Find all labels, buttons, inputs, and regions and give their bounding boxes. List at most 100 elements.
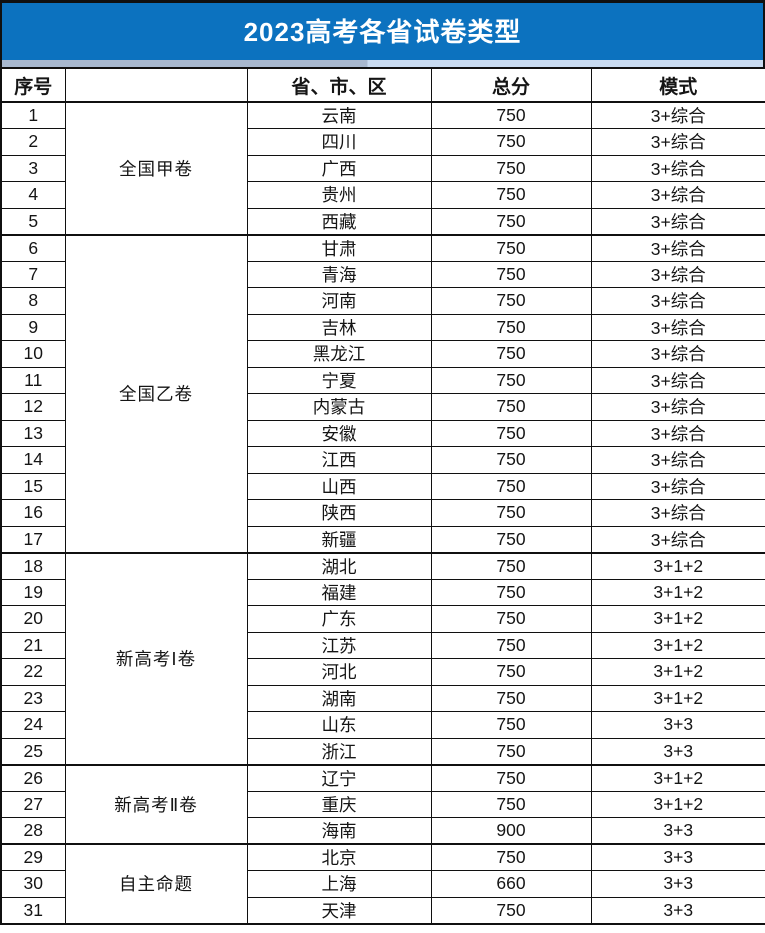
score-cell: 750 [430, 181, 592, 209]
group-cell: 自主命题 [64, 843, 248, 924]
score-cell: 750 [430, 790, 592, 818]
row-index-cell: 27 [0, 790, 66, 818]
score-cell: 750 [430, 843, 592, 871]
score-cell: 750 [430, 711, 592, 739]
score-cell: 660 [430, 870, 592, 898]
table-row: 30 上海 660 3+3 [0, 870, 765, 898]
table-row: 9 吉林 750 3+综合 [0, 313, 765, 341]
mode-cell: 3+综合 [590, 101, 765, 129]
region-cell: 吉林 [246, 313, 432, 341]
mode-cell: 3+1+2 [590, 631, 765, 659]
score-cell: 750 [430, 737, 592, 765]
score-cell: 750 [430, 631, 592, 659]
region-cell: 天津 [246, 896, 432, 924]
table-row: 29 自主命题 北京 750 3+3 [0, 843, 765, 924]
score-cell: 900 [430, 817, 592, 845]
row-index-cell: 12 [0, 393, 66, 421]
row-index-cell: 28 [0, 817, 66, 845]
mode-cell: 3+1+2 [590, 658, 765, 686]
region-cell: 陕西 [246, 499, 432, 527]
score-cell: 750 [430, 154, 592, 182]
col-header-mode: 模式 [590, 67, 765, 103]
row-index-cell: 26 [0, 763, 66, 792]
group-cell: 全国乙卷 [64, 233, 248, 553]
region-cell: 辽宁 [246, 763, 432, 792]
score-cell: 750 [430, 313, 592, 341]
group-cell: 新高考Ⅱ卷 [64, 763, 248, 845]
mode-cell: 3+1+2 [590, 790, 765, 818]
score-cell: 750 [430, 499, 592, 527]
region-cell: 广东 [246, 605, 432, 633]
mode-cell: 3+3 [590, 843, 765, 871]
table-row: 24 山东 750 3+3 [0, 711, 765, 739]
row-index-cell: 4 [0, 181, 66, 209]
col-header-score: 总分 [430, 67, 592, 103]
region-cell: 安徽 [246, 419, 432, 447]
row-index-cell: 20 [0, 605, 66, 633]
score-cell: 750 [430, 658, 592, 686]
region-cell: 北京 [246, 843, 432, 871]
table-row: 8 河南 750 3+综合 [0, 287, 765, 315]
table-row: 6 全国乙卷 甘肃 750 3+综合 [0, 233, 765, 553]
mode-cell: 3+3 [590, 896, 765, 924]
row-index-cell: 23 [0, 684, 66, 712]
col-header-group [64, 67, 248, 103]
row-index-cell: 29 [0, 843, 66, 871]
mode-cell: 3+综合 [590, 207, 765, 235]
row-index-cell: 16 [0, 499, 66, 527]
region-cell: 山西 [246, 472, 432, 500]
table-row: 31 天津 750 3+3 [0, 896, 765, 924]
table-row: 26 新高考Ⅱ卷 辽宁 750 3+1+2 [0, 763, 765, 845]
region-cell: 上海 [246, 870, 432, 898]
row-index-cell: 8 [0, 287, 66, 315]
region-cell: 福建 [246, 578, 432, 606]
score-cell: 750 [430, 207, 592, 235]
table-row: 17 新疆 750 3+综合 [0, 525, 765, 553]
table-row: 19 福建 750 3+1+2 [0, 578, 765, 606]
row-index-cell: 18 [0, 551, 66, 580]
row-index-cell: 10 [0, 340, 66, 368]
row-index-cell: 31 [0, 896, 66, 924]
table-header: 序号 省、市、区 总分 模式 [0, 67, 765, 103]
row-index-cell: 14 [0, 446, 66, 474]
table-row: 1 全国甲卷 云南 750 3+综合 [0, 101, 765, 235]
title-banner: 2023高考各省试卷类型 [0, 0, 765, 60]
score-cell: 750 [430, 101, 592, 129]
row-index-cell: 5 [0, 207, 66, 235]
region-cell: 海南 [246, 817, 432, 845]
score-cell: 750 [430, 340, 592, 368]
score-cell: 750 [430, 419, 592, 447]
score-cell: 750 [430, 393, 592, 421]
row-index-cell: 30 [0, 870, 66, 898]
region-cell: 广西 [246, 154, 432, 182]
score-cell: 750 [430, 605, 592, 633]
table-row: 23 湖南 750 3+1+2 [0, 684, 765, 712]
score-cell: 750 [430, 446, 592, 474]
row-index-cell: 7 [0, 260, 66, 288]
region-cell: 黑龙江 [246, 340, 432, 368]
table-row: 21 江苏 750 3+1+2 [0, 631, 765, 659]
table-body: 1 全国甲卷 云南 750 3+综合 2 四川 750 3+综合 3 广西 750 3+综合 4 贵州 750… [0, 101, 765, 924]
row-index-cell: 9 [0, 313, 66, 341]
mode-cell: 3+3 [590, 711, 765, 739]
region-cell: 新疆 [246, 525, 432, 553]
row-index-cell: 21 [0, 631, 66, 659]
group-cell: 全国甲卷 [64, 101, 248, 235]
group-cell: 新高考Ⅰ卷 [64, 551, 248, 765]
mode-cell: 3+综合 [590, 419, 765, 447]
region-cell: 浙江 [246, 737, 432, 765]
region-cell: 河北 [246, 658, 432, 686]
mode-cell: 3+1+2 [590, 763, 765, 792]
score-cell: 750 [430, 763, 592, 792]
banner-bottom-strip [0, 60, 765, 67]
region-cell: 四川 [246, 128, 432, 156]
mode-cell: 3+综合 [590, 313, 765, 341]
mode-cell: 3+综合 [590, 472, 765, 500]
region-cell: 云南 [246, 101, 432, 129]
mode-cell: 3+综合 [590, 499, 765, 527]
mode-cell: 3+综合 [590, 525, 765, 553]
mode-cell: 3+3 [590, 817, 765, 845]
mode-cell: 3+3 [590, 737, 765, 765]
score-cell: 750 [430, 287, 592, 315]
